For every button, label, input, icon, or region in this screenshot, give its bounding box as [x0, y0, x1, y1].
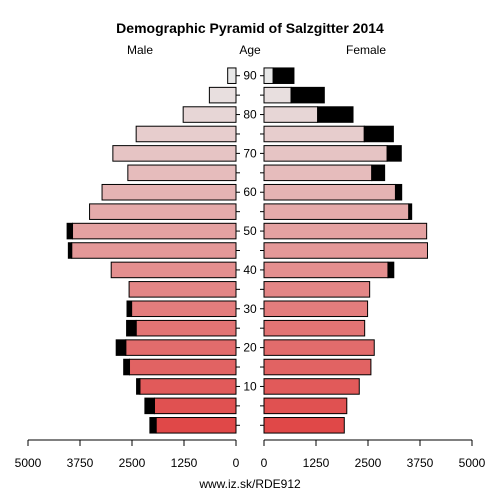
male-bar-85: [208, 86, 237, 104]
male-x-tick-label-0: 0: [233, 456, 240, 470]
age-tick-label-90: 90: [243, 69, 257, 83]
female-bar-90: [263, 67, 274, 84]
male-x-tick-label-3750: 3750: [67, 456, 94, 470]
female-bar-0: [263, 417, 345, 434]
female-excess-65: [371, 164, 386, 182]
female-bar-45: [263, 242, 428, 259]
female-excess-55: [408, 203, 413, 220]
male-excess-5: [144, 397, 155, 415]
male-bar-50: [72, 222, 237, 240]
female-bar-70: [263, 145, 388, 162]
female-bars: [263, 67, 428, 434]
female-excess-75: [363, 125, 394, 143]
male-bar-20: [125, 339, 237, 356]
age-tick-label-30: 30: [243, 302, 257, 316]
male-bar-80: [182, 106, 237, 123]
axes: 0 1250 2500 3750 5000 0 1250 2500 3750 5000 10 20 30…: [15, 69, 486, 470]
female-excess-60: [394, 183, 403, 201]
male-bar-30: [131, 300, 237, 318]
female-bar-50: [263, 222, 428, 240]
female-excess-85: [290, 86, 325, 104]
male-excess-15: [123, 358, 131, 376]
male-x-tick-label-1250: 1250: [171, 456, 198, 470]
female-bar-10: [263, 378, 360, 395]
female-x-tick-label-0: 0: [261, 456, 268, 470]
source-footer: www.iz.sk/RDE912: [198, 477, 301, 491]
male-bar-5: [153, 397, 237, 415]
male-bar-40: [110, 261, 237, 279]
female-bar-25: [263, 319, 366, 337]
female-x-tick-label-3750: 3750: [407, 456, 434, 470]
chart-title: Demographic Pyramid of Salzgitter 2014: [116, 20, 384, 36]
female-header: Female: [346, 43, 386, 57]
female-x-tick-label-2500: 2500: [355, 456, 382, 470]
male-bar-15: [129, 358, 237, 376]
age-header: Age: [239, 43, 261, 57]
male-bar-55: [89, 203, 237, 220]
female-excess-40: [387, 261, 395, 279]
male-excess-45: [67, 242, 73, 259]
female-bar-75: [263, 125, 365, 143]
female-bar-80: [263, 106, 319, 123]
female-bar-65: [263, 164, 373, 182]
male-bar-65: [127, 164, 237, 182]
female-bar-85: [263, 86, 292, 104]
male-bar-0: [155, 417, 237, 434]
age-tick-label-50: 50: [243, 224, 257, 238]
female-bar-55: [263, 203, 410, 220]
female-x-tick-label-1250: 1250: [303, 456, 330, 470]
male-excess-25: [126, 319, 137, 337]
age-tick-label-80: 80: [243, 108, 257, 122]
male-excess-20: [115, 339, 127, 356]
male-bar-90: [227, 67, 237, 84]
female-bar-40: [263, 261, 389, 279]
female-bar-20: [263, 339, 375, 356]
female-x-tick-label-5000: 5000: [459, 456, 486, 470]
age-tick-label-20: 20: [243, 341, 257, 355]
female-bar-15: [263, 358, 372, 376]
male-x-tick-label-5000: 5000: [15, 456, 42, 470]
female-bar-60: [263, 183, 396, 201]
male-excess-0: [149, 417, 157, 434]
male-excess-50: [66, 222, 74, 240]
male-bar-70: [112, 145, 237, 162]
male-excess-10: [136, 378, 141, 395]
male-bar-10: [139, 378, 237, 395]
male-bar-35: [128, 281, 237, 298]
age-tick-label-40: 40: [243, 263, 257, 277]
age-tick-label-70: 70: [243, 146, 257, 160]
female-bar-5: [263, 397, 348, 415]
male-bar-60: [101, 183, 237, 201]
male-bars: [66, 67, 237, 434]
female-excess-70: [386, 145, 402, 162]
female-excess-90: [272, 67, 295, 84]
male-excess-30: [126, 300, 133, 318]
female-bar-35: [263, 281, 371, 298]
female-bar-30: [263, 300, 369, 318]
female-excess-80: [317, 106, 354, 123]
male-bar-25: [135, 319, 237, 337]
male-bar-45: [71, 242, 237, 259]
age-tick-label-60: 60: [243, 185, 257, 199]
male-header: Male: [127, 43, 153, 57]
male-x-tick-label-2500: 2500: [119, 456, 146, 470]
male-bar-75: [135, 125, 237, 143]
age-tick-label-10: 10: [243, 379, 257, 393]
